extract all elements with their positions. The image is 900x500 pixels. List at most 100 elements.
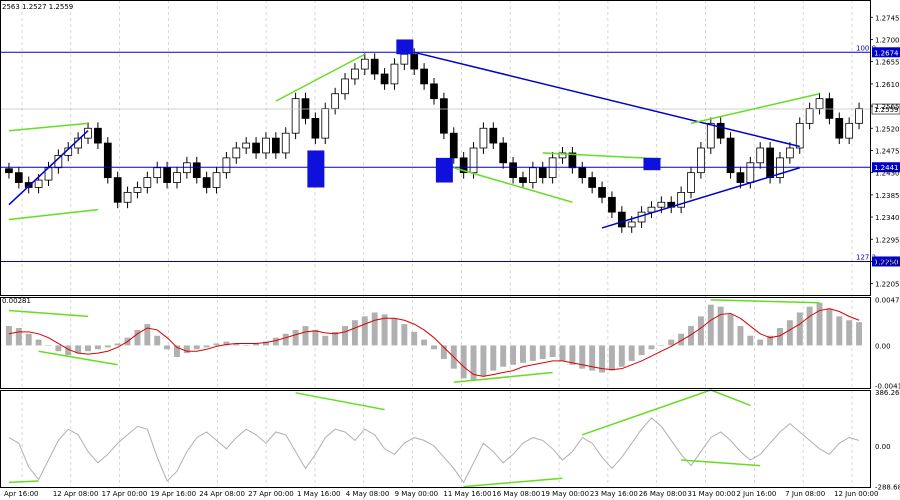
cci-y-tick-label: 386.2645 — [875, 389, 900, 397]
macd-bar — [174, 345, 180, 358]
y-tick-label: 1.2565 — [875, 103, 900, 111]
macd-bar — [282, 333, 289, 346]
macd-bar — [45, 345, 52, 346]
macd-bar — [707, 304, 714, 346]
divergence-line — [453, 167, 573, 203]
candle-body — [271, 137, 280, 154]
divergence-line — [275, 53, 366, 102]
candle-body — [103, 142, 112, 178]
x-tick-label: 16 May 08:00 — [492, 490, 540, 498]
macd-bar — [85, 345, 91, 352]
candle-body — [588, 177, 597, 188]
macd-bar — [549, 345, 556, 358]
macd-bar — [134, 329, 141, 346]
y-tick-label: 1.2475 — [875, 147, 900, 155]
fib-level-label: 100.0 — [856, 44, 876, 52]
candle-body — [479, 127, 488, 149]
x-tick-label: 27 Apr 00:00 — [248, 490, 294, 498]
candle-body — [538, 167, 547, 179]
divergence-line — [8, 122, 89, 132]
panel-frames — [0, 0, 871, 488]
macd-bar — [391, 318, 398, 346]
candle-body — [370, 58, 379, 75]
last-price-tag — [871, 103, 900, 115]
macd-bar — [697, 316, 704, 346]
macd-bar — [678, 333, 685, 346]
macd-bar — [796, 312, 803, 346]
candle-body — [113, 177, 122, 203]
macd-y-tick-label: 0.00474 — [875, 297, 900, 305]
y-tick-label: 1.2205 — [875, 281, 900, 289]
macd-bar — [460, 345, 467, 379]
macd-bar — [510, 345, 517, 365]
macd-bar — [25, 333, 32, 346]
macd-bar — [223, 341, 230, 346]
macd-bar — [579, 345, 586, 369]
macd-panel: 0.00474 0.00 -0.00416 — [5, 297, 900, 391]
chart-header: 2563 1.2527 1.2559 0.00281 — [2, 3, 73, 305]
candle-body — [608, 196, 616, 213]
candle-body — [143, 177, 152, 188]
macd-bar — [262, 341, 269, 346]
macd-bar — [490, 345, 497, 371]
candle-body — [430, 83, 438, 100]
macd-bar — [717, 306, 724, 346]
cci-panel: 386.2645 0.00 -288.682 — [8, 389, 900, 491]
level-price-tag — [872, 256, 900, 267]
divergence-line — [8, 208, 98, 221]
candle-body — [410, 53, 419, 70]
trendline — [8, 130, 89, 206]
candle-body — [321, 108, 330, 139]
divergence-line — [690, 93, 820, 125]
macd-bar — [302, 326, 309, 346]
x-tick-label: 2 Jun 16:00 — [736, 490, 776, 498]
y-tick-label: 1.2520 — [875, 125, 900, 133]
candle-body — [5, 168, 13, 174]
candle-body — [805, 108, 814, 124]
macd-bar — [104, 345, 111, 348]
macd-bar — [411, 331, 418, 346]
macd-bar — [203, 345, 210, 348]
x-tick-label: 19 Apr 16:00 — [150, 490, 196, 498]
macd-bar — [608, 345, 615, 371]
macd-divergence-line — [710, 299, 820, 304]
fib-level-label: 127.2 — [856, 253, 876, 261]
x-axis: Apr 16:00 12 Apr 08:00 17 Apr 00:00 19 Apr … — [4, 490, 878, 498]
macd-bar — [253, 343, 260, 346]
signal-marker — [307, 150, 325, 188]
candle-body — [440, 98, 448, 134]
candle-body — [163, 167, 171, 183]
macd-bar — [351, 320, 358, 346]
macd-bar — [559, 345, 566, 361]
macd-bar — [154, 335, 161, 346]
panel-border — [0, 297, 871, 389]
macd-bar — [757, 339, 764, 346]
macd-divergence-line — [38, 350, 118, 366]
macd-bar — [243, 345, 250, 346]
macd-bar — [65, 345, 72, 356]
macd-bar — [806, 306, 813, 346]
macd-bar — [233, 343, 240, 346]
candle-body — [697, 147, 705, 174]
macd-bar — [371, 312, 378, 346]
macd-bar — [361, 316, 368, 346]
x-tick-label: 23 May 16:00 — [590, 490, 638, 498]
macd-bar — [342, 326, 348, 346]
macd-bar — [589, 345, 596, 371]
y-tick-label: 1.2700 — [875, 36, 900, 44]
candle-body — [617, 211, 626, 228]
macd-y-tick-label: 0.00 — [875, 342, 891, 350]
macd-bar — [381, 314, 388, 346]
cci-y-tick-label: 0.00 — [875, 443, 891, 451]
macd-bar — [94, 345, 101, 350]
macd-bar — [856, 322, 863, 346]
macd-bar — [421, 339, 428, 346]
x-tick-label: 7 Jun 08:00 — [785, 490, 825, 498]
candle-body — [519, 177, 527, 183]
candle-body — [380, 73, 389, 85]
x-tick-label: 12 Jun 00:00 — [834, 490, 878, 498]
cci-divergence-line — [295, 392, 385, 411]
candle-body — [756, 147, 765, 164]
signal-marker — [396, 39, 414, 55]
